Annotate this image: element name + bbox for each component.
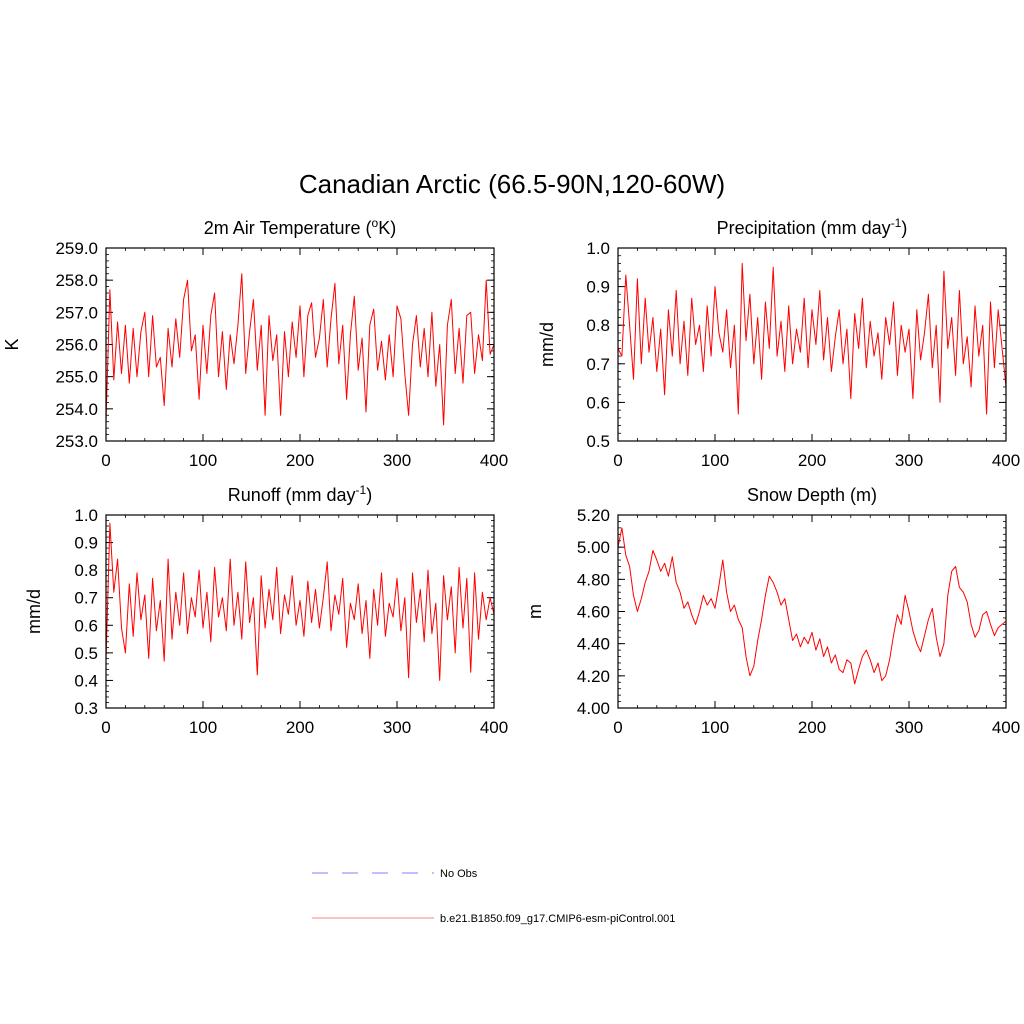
legend-label-no-obs: No Obs [440,868,478,880]
x-tick-label: 0 [101,451,110,470]
x-tick-label: 200 [286,718,314,737]
x-tick-label: 100 [701,451,729,470]
y-tick-label: 0.6 [586,393,610,412]
panel-title: Runoff (mm day-1) [228,483,372,505]
x-tick-label: 200 [798,451,826,470]
x-tick-label: 100 [189,718,217,737]
y-tick-label: 255.0 [55,368,98,387]
series-line [105,273,495,426]
y-tick-label: 5.20 [577,506,610,525]
y-tick-label: 0.8 [586,316,610,335]
plot-frame [105,247,495,442]
y-tick-label: 4.40 [577,635,610,654]
y-axis-label: mm/d [24,589,44,634]
x-tick-label: 200 [286,451,314,470]
series-line [617,527,1007,685]
y-tick-label: 258.0 [55,271,98,290]
y-tick-label: 4.00 [577,699,610,718]
series-line [105,522,495,681]
y-axis-label: m [525,604,545,619]
x-tick-label: 100 [701,718,729,737]
legend-label-model: b.e21.B1850.f09_g17.CMIP6-esm-piControl.… [440,913,675,925]
x-tick-label: 400 [480,451,508,470]
y-tick-label: 0.5 [74,644,98,663]
y-tick-label: 0.3 [74,699,98,718]
plot-frame [617,514,1007,709]
x-tick-label: 400 [992,718,1020,737]
y-tick-label: 0.8 [74,561,98,580]
y-tick-label: 0.5 [586,432,610,451]
y-tick-label: 5.00 [577,538,610,557]
figure-title: Canadian Arctic (66.5-90N,120-60W) [299,169,725,199]
y-axis-label: mm/d [537,322,557,367]
legend: No Obs b.e21.B1850.f09_g17.CMIP6-esm-piC… [312,868,675,925]
y-axis-label: K [2,338,22,350]
panel-title: Snow Depth (m) [747,485,877,505]
plot-frame [105,514,495,709]
x-tick-label: 300 [895,718,923,737]
y-tick-label: 4.60 [577,603,610,622]
y-tick-label: 259.0 [55,239,98,258]
series-line [617,262,1007,415]
x-tick-label: 400 [480,718,508,737]
y-tick-label: 0.7 [74,589,98,608]
y-tick-label: 0.9 [586,278,610,297]
y-tick-label: 254.0 [55,400,98,419]
panel-air-temperature: 2m Air Temperature (oK) K 0 100 200 300 400 253… [2,216,508,470]
y-tick-label: 4.20 [577,667,610,686]
panel-title: Precipitation (mm day-1) [717,216,908,238]
y-tick-label: 4.80 [577,570,610,589]
x-tick-label: 0 [613,451,622,470]
plot-frame [617,247,1007,442]
x-tick-label: 300 [383,718,411,737]
x-tick-label: 0 [613,718,622,737]
y-tick-label: 253.0 [55,432,98,451]
x-tick-label: 300 [895,451,923,470]
y-tick-label: 0.7 [586,355,610,374]
panel-snow-depth: Snow Depth (m) m 0 100 200 300 400 4.00 4.20 4.40… [525,485,1020,737]
y-tick-label: 0.4 [74,671,98,690]
x-tick-label: 100 [189,451,217,470]
x-tick-label: 200 [798,718,826,737]
y-tick-label: 1.0 [74,506,98,525]
x-tick-label: 0 [101,718,110,737]
x-tick-label: 400 [992,451,1020,470]
y-tick-label: 257.0 [55,303,98,322]
y-tick-label: 256.0 [55,336,98,355]
y-tick-label: 0.9 [74,534,98,553]
x-tick-label: 300 [383,451,411,470]
y-tick-label: 1.0 [586,239,610,258]
panel-precipitation: Precipitation (mm day-1) mm/d 0 100 200 300 40… [537,216,1020,470]
y-tick-label: 0.6 [74,616,98,635]
panel-title: 2m Air Temperature (oK) [204,216,396,238]
panel-runoff: Runoff (mm day-1) mm/d 0 100 200 300 400 0.3 0.4… [24,483,508,737]
